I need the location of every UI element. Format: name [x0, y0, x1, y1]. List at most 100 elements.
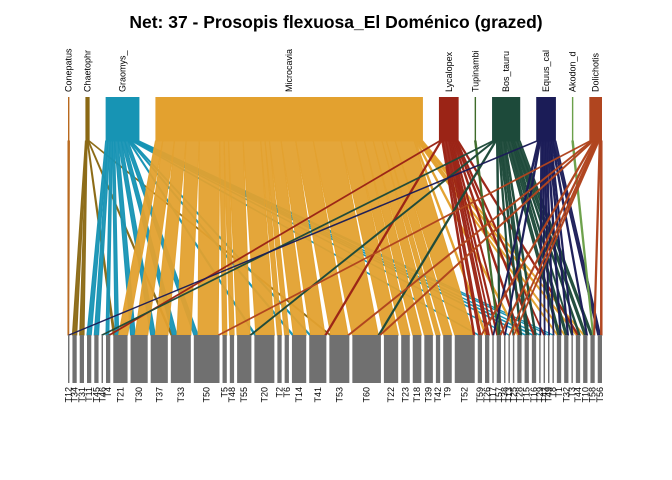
lower-node-t10: [583, 335, 588, 383]
lower-node-t4: [105, 335, 111, 383]
higher-level-layer: Conepatus Chaetophr Graomys_ Microcavia Lyca…: [64, 48, 602, 141]
higher-node-dolichotis: [589, 97, 602, 141]
lower-label: T23: [400, 387, 410, 403]
higher-label: Bos_tauru: [501, 51, 511, 92]
lower-node-t37: [150, 335, 168, 383]
higher-node-microcavia: [155, 97, 423, 141]
lower-node-t34: [72, 335, 77, 383]
lower-node-t17: [492, 335, 494, 383]
lower-node-t26: [485, 335, 490, 383]
lower-node-t55: [237, 335, 252, 383]
lower-node-t6: [284, 335, 289, 383]
lower-label: T25: [509, 387, 519, 403]
lower-node-t5: [222, 335, 227, 383]
lower-node-t39: [424, 335, 433, 383]
lower-node-t45: [94, 335, 99, 383]
lower-node-t30: [130, 335, 148, 383]
lower-node-t16: [531, 335, 537, 383]
lower-node-t44: [575, 335, 581, 383]
lower-label: T3: [567, 387, 577, 398]
lower-node-t3: [571, 335, 573, 383]
lower-node-t25: [512, 335, 515, 383]
lower-node-t48: [229, 335, 235, 383]
higher-node-akodon-d: [571, 97, 574, 141]
lower-label: T41: [313, 387, 323, 403]
lower-node-t46: [101, 335, 103, 383]
lower-node-t13: [508, 335, 510, 383]
higher-node-tupinambi: [474, 97, 477, 141]
higher-node-equus-cal: [536, 97, 556, 141]
lower-label: T21: [115, 387, 125, 403]
link-conepatus-t12: [67, 140, 70, 336]
higher-node-lycalopex: [438, 97, 459, 141]
lower-label: T11: [84, 387, 94, 402]
lower-node-t15: [524, 335, 529, 383]
lower-label: T16: [529, 387, 539, 403]
lower-label: T48: [227, 387, 237, 403]
lower-node-t33: [170, 335, 191, 383]
lower-label: T9: [442, 387, 452, 398]
lower-label: T18: [412, 387, 422, 403]
lower-node-t23: [401, 335, 410, 383]
lower-label: T38: [500, 387, 510, 403]
lower-label: T22: [386, 387, 396, 403]
lower-label: T37: [154, 387, 164, 403]
higher-label: Equus_cal: [541, 50, 551, 92]
lower-label: T39: [424, 387, 434, 403]
lower-label: T50: [202, 387, 212, 403]
lower-node-t14: [291, 335, 307, 383]
lower-label: T45: [91, 387, 101, 403]
lower-label: T17: [488, 387, 498, 403]
lower-node-t11: [87, 335, 92, 383]
lower-label: T55: [239, 387, 249, 403]
lower-node-t9: [443, 335, 452, 383]
lower-node-t2: [277, 335, 282, 383]
lower-label: T43: [539, 387, 549, 403]
lower-label: T56: [595, 387, 605, 403]
lower-node-t28: [517, 335, 522, 383]
higher-label: Microcavia: [284, 49, 294, 92]
higher-node-graomys: [105, 97, 140, 141]
link-dolichotis-t56: [600, 140, 603, 336]
lower-node-t1: [556, 335, 562, 383]
lower-label: T30: [134, 387, 144, 403]
lower-label: T58: [588, 387, 598, 403]
lower-node-t29: [539, 335, 541, 383]
lower-label: T49: [544, 387, 554, 403]
lower-label: T44: [573, 387, 583, 403]
link-microcavia-t50: [197, 140, 221, 336]
lower-label: T13: [504, 387, 514, 403]
lower-node-t20: [254, 335, 275, 383]
lower-node-t50: [193, 335, 220, 383]
higher-node-bos-tauru: [492, 97, 521, 141]
lower-node-t8: [552, 335, 554, 383]
link-dolichotis-t58: [593, 140, 602, 336]
chart-title: Net: 37 - Prosopis flexuosa_El Doménico …: [129, 12, 542, 32]
lower-label: T53: [334, 387, 344, 403]
lower-node-t42: [435, 335, 441, 383]
higher-label: Dolichotis: [591, 52, 601, 92]
lower-node-t52: [454, 335, 475, 383]
lower-node-t59: [477, 335, 483, 383]
higher-node-conepatus: [68, 97, 70, 141]
higher-label: Akodon_d: [568, 51, 578, 92]
lower-label: T15: [522, 387, 532, 403]
lower-label: T60: [362, 387, 372, 403]
lower-node-t12: [68, 335, 70, 383]
lower-label: T14: [294, 387, 304, 403]
lower-label: T6: [282, 387, 292, 398]
lower-label: T32: [561, 387, 571, 403]
lower-node-t60: [352, 335, 381, 383]
lower-label: T2: [275, 387, 285, 398]
links-layer: [67, 140, 603, 336]
lower-node-t58: [590, 335, 595, 383]
lower-label: T29: [535, 387, 545, 403]
higher-label: Tupinambi: [470, 50, 480, 92]
lower-node-t38: [504, 335, 506, 383]
lower-node-t41: [309, 335, 327, 383]
lower-node-t18: [412, 335, 422, 383]
lower-node-t21: [113, 335, 128, 383]
lower-node-t49: [548, 335, 550, 383]
lower-label: T1: [554, 387, 564, 398]
